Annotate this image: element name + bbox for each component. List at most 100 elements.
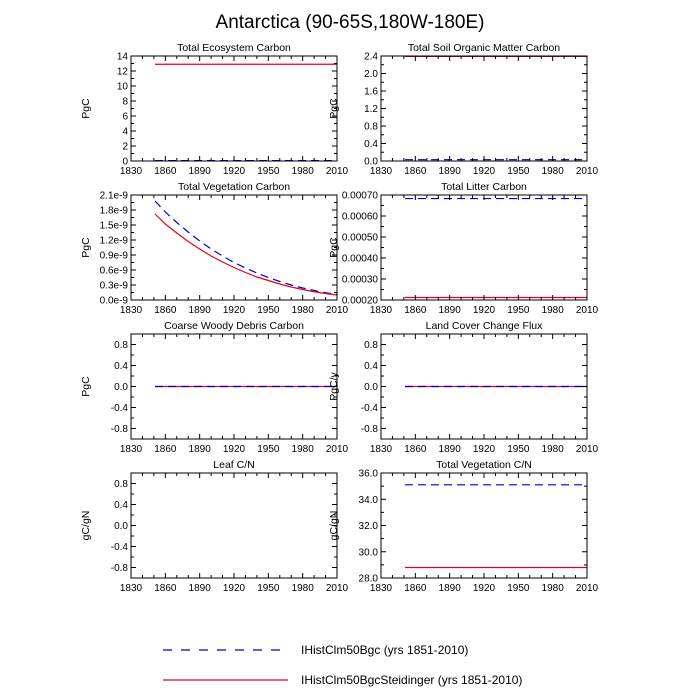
x-tick-label: 1860 (404, 444, 427, 455)
plot-frame (130, 472, 338, 579)
x-tick-label: 1860 (404, 583, 427, 594)
plot-frame (380, 472, 588, 579)
panel-0: Total Ecosystem Carbon PgC 1830 1860 1890 192… (80, 42, 349, 177)
x-tick-label: 1980 (542, 305, 565, 316)
x-tick-label: 1980 (292, 444, 315, 455)
y-tick-label: 0 (122, 157, 128, 168)
x-tick-label: 2010 (576, 305, 599, 316)
x-tick-label: 1860 (154, 444, 177, 455)
y-tick-label: 0.00060 (342, 212, 379, 223)
y-tick-label: 0.4 (364, 139, 378, 150)
y-tick-label: 10 (117, 82, 129, 93)
y-tick-label: 2 (122, 142, 128, 153)
x-tick-label: 1980 (292, 583, 315, 594)
y-tick-label: 0.8 (114, 479, 128, 490)
y-tick-label: -0.4 (361, 403, 379, 414)
x-tick-label: 1950 (507, 444, 530, 455)
x-tick-label: 1980 (542, 583, 565, 594)
y-tick-label: 0.8 (364, 340, 378, 351)
y-tick-label: 0.00020 (342, 296, 379, 307)
plot-frame (130, 55, 338, 162)
y-tick-label: 34.0 (359, 495, 379, 506)
y-tick-label: 0.0 (364, 157, 378, 168)
y-tick-label: 0.00050 (342, 233, 379, 244)
figure-title: Antarctica (90-65S,180W-180E) (216, 12, 485, 33)
y-tick-label: 0.8 (114, 340, 128, 351)
x-tick-label: 1950 (507, 305, 530, 316)
y-tick-label: 0.0 (114, 382, 128, 393)
y-tick-label: 14 (117, 52, 129, 63)
x-tick-label: 1830 (370, 305, 393, 316)
x-tick-label: 1980 (292, 305, 315, 316)
panel-2: Total Vegetation Carbon PgC 1830 1860 1890 19… (80, 181, 349, 316)
y-tick-label: -0.4 (111, 542, 129, 553)
x-tick-label: 2010 (326, 444, 349, 455)
legend-label-steidinger: IHistClm50BgcSteidinger (yrs 1851-2010) (301, 673, 522, 687)
x-tick-label: 1890 (189, 444, 212, 455)
y-tick-label: 0.00030 (342, 275, 379, 286)
x-tick-label: 2010 (576, 166, 599, 177)
legend: IHistClm50Bgc (yrs 1851-2010) IHistClm50B… (163, 643, 522, 687)
y-axis-label: PgC (328, 98, 340, 119)
x-tick-label: 1980 (542, 444, 565, 455)
y-tick-label: 1.5e-9 (100, 221, 129, 232)
x-tick-label: 1890 (439, 444, 462, 455)
panel-title: Total Soil Organic Matter Carbon (408, 42, 560, 54)
y-tick-label: 1.2e-9 (100, 236, 129, 247)
x-tick-label: 2010 (326, 305, 349, 316)
y-tick-label: 2.4 (364, 52, 378, 63)
panel-1: Total Soil Organic Matter Carbon PgC 1830 1… (328, 42, 599, 177)
panels: Total Ecosystem Carbon PgC 1830 1860 1890 192… (80, 42, 599, 594)
x-tick-label: 1890 (189, 305, 212, 316)
y-tick-label: 0.4 (114, 500, 128, 511)
y-tick-label: 32.0 (359, 521, 379, 532)
x-tick-label: 1860 (154, 305, 177, 316)
x-tick-label: 1920 (473, 166, 496, 177)
x-tick-label: 1950 (257, 583, 280, 594)
x-tick-label: 1980 (292, 166, 315, 177)
x-tick-label: 1950 (257, 444, 280, 455)
y-tick-label: 4 (122, 127, 128, 138)
y-axis-label: PgC (80, 98, 92, 119)
x-tick-label: 1920 (223, 583, 246, 594)
y-tick-label: 0.00070 (342, 191, 379, 202)
panel-title: Total Vegetation Carbon (178, 181, 290, 193)
panel-7: Total Vegetation C/N gC/gN 1830 1860 1890 192… (328, 459, 599, 594)
y-tick-label: 0.4 (114, 361, 128, 372)
panel-title: Total Ecosystem Carbon (177, 42, 291, 54)
y-tick-label: 0.0e-9 (100, 296, 129, 307)
y-axis-label: PgC (80, 237, 92, 258)
y-tick-label: 8 (122, 97, 128, 108)
y-tick-label: 2.0 (364, 69, 378, 80)
panel-title: Coarse Woody Debris Carbon (164, 320, 304, 332)
x-tick-label: 1890 (439, 583, 462, 594)
x-tick-label: 1860 (154, 583, 177, 594)
y-tick-label: 0.8 (364, 122, 378, 133)
x-tick-label: 1890 (189, 583, 212, 594)
y-tick-label: 2.1e-9 (100, 191, 129, 202)
x-tick-label: 1920 (473, 444, 496, 455)
y-tick-label: 30.0 (359, 547, 379, 558)
x-tick-label: 1890 (189, 166, 212, 177)
x-tick-label: 1920 (223, 166, 246, 177)
y-tick-label: 0.9e-9 (100, 251, 129, 262)
x-tick-label: 1950 (257, 166, 280, 177)
y-tick-label: 36.0 (359, 469, 379, 480)
y-tick-label: -0.8 (111, 424, 129, 435)
y-tick-label: 0.0 (364, 382, 378, 393)
x-tick-label: 1950 (257, 305, 280, 316)
x-tick-label: 1920 (473, 305, 496, 316)
y-tick-label: 28.0 (359, 574, 379, 585)
x-tick-label: 1860 (404, 305, 427, 316)
x-tick-label: 1980 (542, 166, 565, 177)
x-tick-label: 1920 (473, 583, 496, 594)
y-axis-label: PgC (80, 376, 92, 397)
x-tick-label: 1890 (439, 166, 462, 177)
y-tick-label: 0.00040 (342, 254, 379, 265)
legend-label-bgc: IHistClm50Bgc (yrs 1851-2010) (301, 643, 468, 657)
y-tick-label: -0.4 (111, 403, 129, 414)
panel-title: Land Cover Change Flux (426, 320, 543, 332)
y-axis-label: gC/gN (80, 511, 92, 541)
y-tick-label: 6 (122, 112, 128, 123)
